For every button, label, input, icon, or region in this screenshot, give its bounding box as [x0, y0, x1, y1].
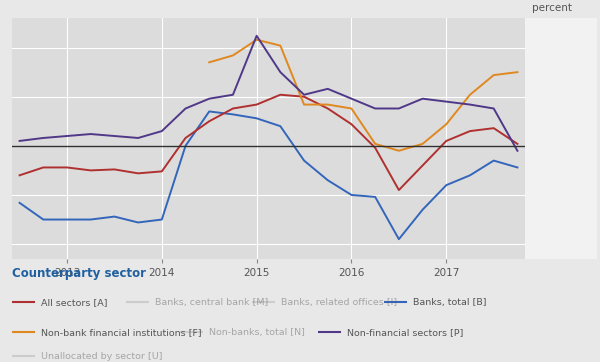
Text: Banks, total [B]: Banks, total [B]	[413, 298, 487, 307]
Text: Banks, central bank [M]: Banks, central bank [M]	[155, 298, 268, 307]
Text: Non-banks, total [N]: Non-banks, total [N]	[209, 328, 305, 337]
Text: Non-bank financial institutions [F]: Non-bank financial institutions [F]	[41, 328, 202, 337]
Text: All sectors [A]: All sectors [A]	[41, 298, 107, 307]
Text: Counterparty sector: Counterparty sector	[12, 268, 146, 281]
Text: percent: percent	[532, 3, 572, 13]
Text: Banks, related offices [I]: Banks, related offices [I]	[281, 298, 397, 307]
Text: Non-financial sectors [P]: Non-financial sectors [P]	[347, 328, 463, 337]
Text: Unallocated by sector [U]: Unallocated by sector [U]	[41, 352, 162, 361]
